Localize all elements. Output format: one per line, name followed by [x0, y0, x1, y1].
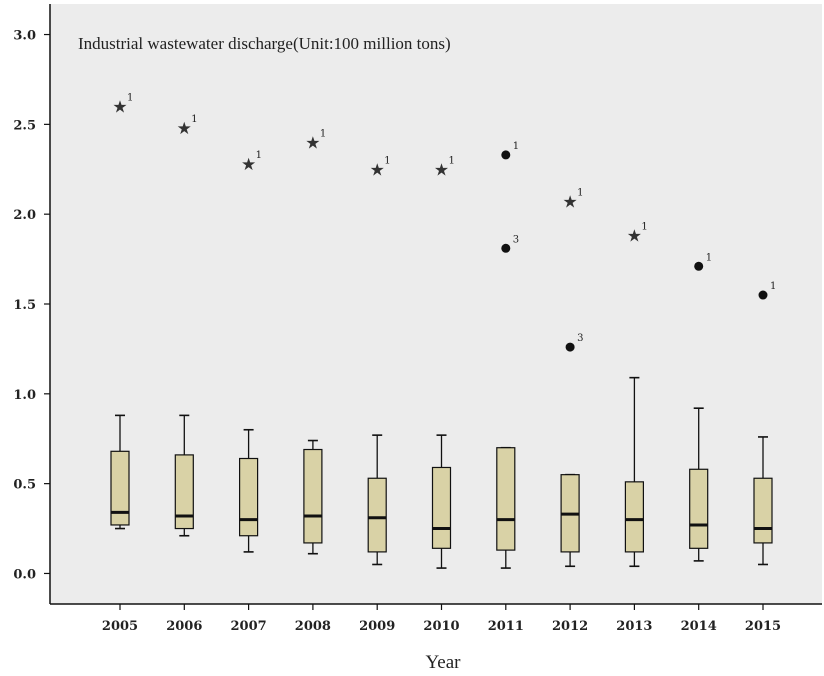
outlier-2005-1: ★ 1: [112, 92, 133, 117]
box-2015: [753, 436, 773, 566]
box-iqr: [174, 454, 194, 530]
outlier-circle: [565, 342, 575, 352]
x-tick-label: 2013: [616, 619, 652, 634]
outlier-label: 1: [641, 222, 647, 233]
outlier-circle: [501, 243, 511, 253]
box-2006: [174, 414, 194, 537]
box-2005: [110, 414, 130, 530]
y-tick-label: 2.5: [13, 118, 36, 133]
box-2014: [689, 407, 709, 562]
outlier-label: 3: [577, 333, 583, 344]
box-iqr: [431, 466, 452, 549]
outlier-2009-1: ★ 1: [370, 155, 391, 180]
outlier-2013-1: ★ 1: [627, 222, 648, 247]
outlier-star: ★: [627, 227, 642, 247]
outlier-2011-1: 1: [501, 141, 519, 160]
box-2007: [239, 428, 259, 553]
outlier-label: 1: [449, 155, 455, 166]
outlier-circle: [501, 150, 511, 160]
x-tick-label: 2011: [488, 619, 524, 634]
box-iqr: [753, 477, 773, 544]
outlier-star: ★: [434, 160, 449, 180]
box-2011: [496, 446, 516, 569]
y-tick-label: 1.0: [13, 388, 36, 403]
outlier-star: ★: [370, 160, 385, 180]
x-axis-label: Year: [425, 652, 461, 673]
box-2010: [431, 434, 452, 569]
outlier-star: ★: [305, 133, 320, 153]
outlier-2006-1: ★ 1: [177, 114, 198, 139]
box-series: [110, 376, 773, 569]
box-iqr: [110, 450, 130, 526]
outlier-circle: [758, 290, 768, 300]
outlier-2008-1: ★ 1: [305, 128, 326, 153]
y-axis: 0.0 0.5 1.0 1.5 2.0 2.5 3.0: [13, 4, 51, 604]
box-2009: [367, 434, 387, 566]
outlier-label: 1: [770, 281, 776, 292]
x-tick-label: 2015: [745, 619, 781, 634]
outlier-label: 1: [320, 128, 326, 139]
y-tick-label: 3.0: [13, 29, 36, 44]
outlier-series: ★ 1★ 1★ 1★ 1★ 1 ★ 113★ 13★ 111: [112, 92, 776, 352]
y-tick-label: 0.0: [13, 567, 36, 582]
box-2013: [624, 376, 645, 568]
box-iqr: [689, 468, 709, 549]
outlier-star: ★: [241, 155, 256, 175]
x-tick-label: 2010: [423, 619, 459, 634]
outlier-label: 1: [706, 252, 712, 263]
box-2008: [303, 439, 323, 555]
outlier-label: 3: [513, 234, 519, 245]
x-tick-label: 2008: [295, 619, 331, 634]
y-tick-label: 1.5: [13, 298, 36, 313]
outlier-2010-1: ★ 1: [434, 155, 455, 180]
outlier-circle: [694, 261, 704, 271]
box-iqr: [239, 457, 259, 537]
box-iqr: [367, 477, 387, 553]
outlier-2014-1: 1: [694, 252, 712, 271]
x-axis: 2005 2006 2007 2008 2009 2010 2011 2012 2013 2014…: [50, 603, 822, 634]
outlier-star: ★: [562, 193, 577, 213]
outlier-2015-1: 1: [758, 281, 776, 300]
outlier-star: ★: [177, 119, 192, 139]
outlier-2012-1: ★ 1: [562, 188, 583, 213]
x-tick-label: 2012: [552, 619, 588, 634]
box-iqr: [496, 447, 516, 551]
box-iqr: [303, 448, 323, 544]
x-tick-label: 2006: [166, 619, 202, 634]
outlier-label: 1: [256, 150, 262, 161]
box-2012: [560, 473, 580, 568]
chart-title: Industrial wastewater discharge(Unit:100…: [78, 34, 451, 53]
box-iqr: [624, 481, 645, 553]
outlier-label: 1: [513, 141, 519, 152]
outlier-label: 1: [127, 92, 133, 103]
outlier-2007-1: ★ 1: [241, 150, 262, 175]
outlier-label: 1: [384, 155, 390, 166]
y-tick-label: 0.5: [13, 478, 36, 493]
x-tick-label: 2005: [102, 619, 138, 634]
y-tick-label: 2.0: [13, 208, 36, 223]
outlier-label: 1: [577, 188, 583, 199]
outlier-2012-3: 3: [565, 333, 583, 352]
outlier-2011-3: 3: [501, 234, 519, 253]
x-tick-label: 2007: [231, 619, 267, 634]
x-tick-label: 2014: [681, 619, 717, 634]
outlier-star: ★: [112, 97, 127, 117]
outlier-label: 1: [191, 114, 197, 125]
x-tick-label: 2009: [359, 619, 395, 634]
